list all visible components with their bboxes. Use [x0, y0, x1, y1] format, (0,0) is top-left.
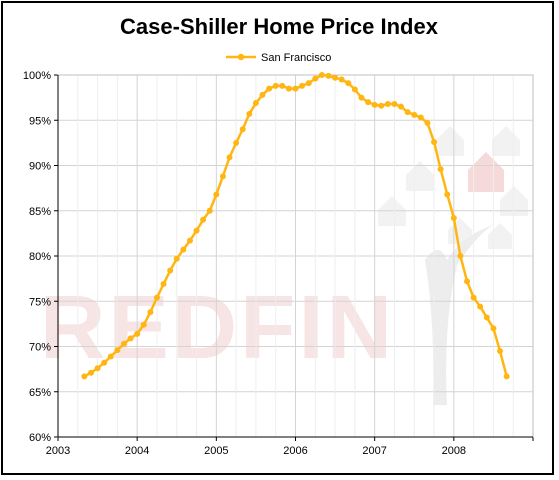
data-point[interactable]: [411, 111, 418, 118]
data-point[interactable]: [332, 74, 339, 81]
data-point[interactable]: [120, 340, 127, 347]
y-tick-label: 70%: [29, 342, 51, 354]
data-point[interactable]: [94, 365, 101, 372]
data-point[interactable]: [351, 86, 358, 93]
data-point[interactable]: [81, 373, 88, 380]
data-point[interactable]: [252, 100, 259, 107]
x-tick-label: 2003: [46, 445, 70, 457]
data-point[interactable]: [259, 91, 266, 98]
y-tick-label: 65%: [29, 387, 51, 399]
series-san-francisco: [81, 72, 510, 380]
data-point[interactable]: [384, 100, 391, 107]
data-point[interactable]: [490, 325, 497, 332]
data-point[interactable]: [140, 321, 147, 328]
data-point[interactable]: [450, 214, 457, 221]
data-point[interactable]: [114, 347, 121, 354]
data-point[interactable]: [127, 335, 134, 342]
data-point[interactable]: [398, 103, 405, 110]
y-axis-ticks: 60% 65% 70% 75% 80% 85% 90% 95% 100%: [23, 70, 51, 444]
data-point[interactable]: [134, 330, 141, 337]
watermark-house-icons: [378, 126, 528, 405]
data-point[interactable]: [483, 314, 490, 321]
data-point[interactable]: [404, 109, 411, 116]
data-point[interactable]: [167, 267, 174, 274]
data-point[interactable]: [272, 82, 279, 89]
data-point[interactable]: [470, 294, 477, 301]
data-point[interactable]: [200, 216, 207, 223]
x-tick-label: 2006: [283, 445, 307, 457]
data-point[interactable]: [186, 237, 193, 244]
data-point[interactable]: [371, 101, 378, 108]
data-point[interactable]: [193, 227, 200, 234]
data-point[interactable]: [219, 173, 226, 180]
data-point[interactable]: [318, 72, 325, 78]
data-point[interactable]: [305, 80, 312, 87]
data-point[interactable]: [424, 119, 431, 126]
data-point[interactable]: [239, 126, 246, 133]
data-point[interactable]: [213, 191, 220, 198]
data-point[interactable]: [391, 100, 398, 107]
y-tick-label: 60%: [29, 432, 51, 444]
data-point[interactable]: [279, 82, 286, 89]
data-point[interactable]: [266, 85, 273, 92]
y-tick-label: 75%: [29, 296, 51, 308]
y-tick-label: 85%: [29, 206, 51, 218]
x-tick-label: 2007: [362, 445, 386, 457]
data-point[interactable]: [88, 369, 95, 376]
data-point[interactable]: [160, 281, 167, 288]
data-point[interactable]: [153, 294, 160, 301]
x-tick-label: 2005: [204, 445, 228, 457]
data-point[interactable]: [496, 348, 503, 355]
data-point[interactable]: [365, 99, 372, 106]
legend[interactable]: San Francisco: [226, 52, 331, 64]
data-point[interactable]: [292, 85, 299, 92]
x-tick-label: 2004: [125, 445, 149, 457]
data-point[interactable]: [358, 94, 365, 101]
data-point[interactable]: [477, 303, 484, 310]
chart-title: Case-Shiller Home Price Index: [120, 14, 439, 39]
data-point[interactable]: [299, 82, 306, 89]
watermark: REDFIN: [40, 126, 528, 405]
data-point[interactable]: [246, 110, 253, 117]
x-tick-label: 2008: [442, 445, 466, 457]
data-point[interactable]: [431, 138, 438, 145]
data-point[interactable]: [312, 75, 319, 82]
y-tick-label: 95%: [29, 115, 51, 127]
data-point[interactable]: [233, 139, 240, 146]
data-point[interactable]: [437, 166, 444, 173]
y-tick-label: 80%: [29, 251, 51, 263]
data-point[interactable]: [338, 76, 345, 83]
data-point[interactable]: [226, 154, 233, 161]
data-point[interactable]: [173, 255, 180, 262]
data-point[interactable]: [378, 102, 385, 109]
data-point[interactable]: [147, 309, 154, 316]
data-point[interactable]: [180, 246, 187, 253]
data-point[interactable]: [107, 353, 114, 360]
watermark-text: REDFIN: [40, 278, 395, 378]
data-point[interactable]: [325, 72, 332, 79]
data-point[interactable]: [417, 114, 424, 121]
data-point[interactable]: [345, 80, 352, 87]
data-point[interactable]: [285, 85, 292, 92]
y-tick-label: 100%: [23, 70, 51, 82]
data-point[interactable]: [444, 191, 451, 198]
legend-point-marker: [237, 53, 245, 61]
data-point[interactable]: [206, 207, 213, 214]
data-point[interactable]: [457, 253, 464, 259]
data-point[interactable]: [503, 373, 510, 380]
data-point[interactable]: [464, 278, 471, 285]
axes: [54, 74, 534, 441]
legend-label: San Francisco: [261, 52, 331, 64]
y-tick-label: 90%: [29, 161, 51, 173]
x-axis-ticks: 2003 2004 2005 2006 2007 2008: [46, 445, 466, 457]
data-point[interactable]: [101, 359, 108, 366]
